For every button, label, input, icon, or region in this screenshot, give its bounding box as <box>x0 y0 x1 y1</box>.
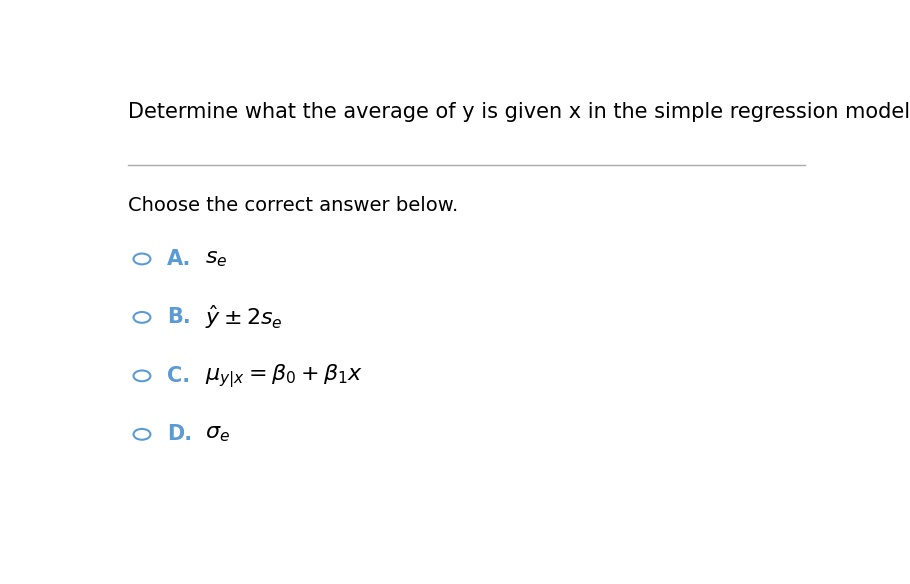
Text: C.: C. <box>167 366 190 386</box>
Text: $\hat{y} \pm 2s_e$: $\hat{y} \pm 2s_e$ <box>206 304 283 331</box>
Text: $s_e$: $s_e$ <box>206 249 228 269</box>
Text: D.: D. <box>167 425 192 444</box>
Text: $\mu_{y|x} = \beta_0 + \beta_1 x$: $\mu_{y|x} = \beta_0 + \beta_1 x$ <box>206 362 364 390</box>
Text: B.: B. <box>167 307 190 328</box>
Text: Choose the correct answer below.: Choose the correct answer below. <box>127 196 458 215</box>
Text: A.: A. <box>167 249 191 269</box>
Text: $\sigma_e$: $\sigma_e$ <box>206 425 230 444</box>
Text: Determine what the average of y is given x in the simple regression model.: Determine what the average of y is given… <box>127 102 910 121</box>
